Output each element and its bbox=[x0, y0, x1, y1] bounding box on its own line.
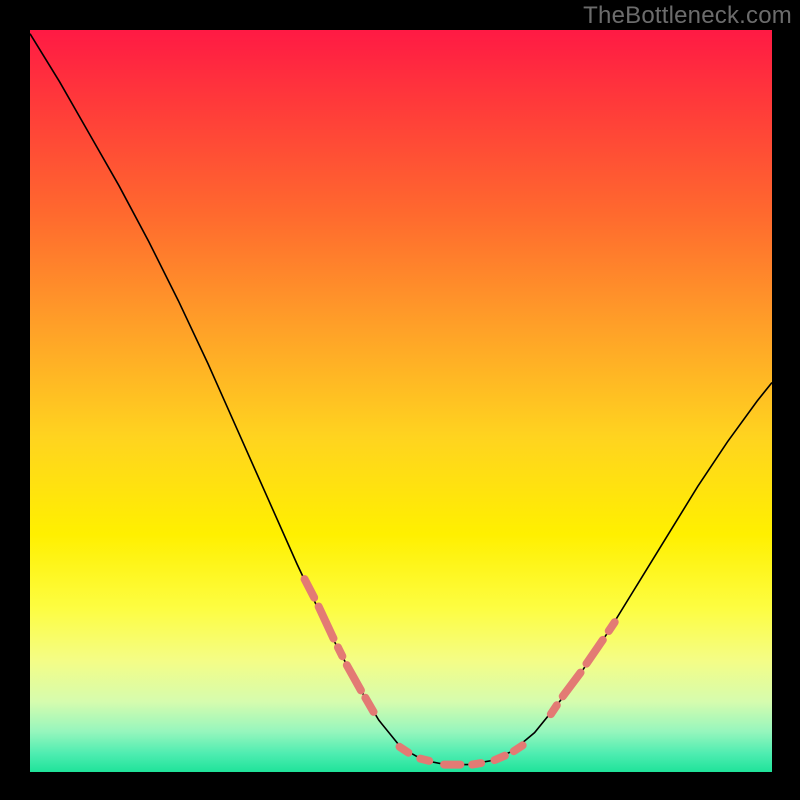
plot-area bbox=[30, 30, 772, 772]
chart-background bbox=[30, 30, 772, 772]
highlight-dash bbox=[551, 705, 557, 714]
watermark-label: TheBottleneck.com bbox=[583, 2, 792, 30]
highlight-dash bbox=[472, 763, 481, 764]
highlight-dash bbox=[420, 759, 429, 761]
chart-svg bbox=[30, 30, 772, 772]
highlight-dash bbox=[400, 747, 409, 753]
highlight-dash bbox=[494, 756, 504, 760]
highlight-dash bbox=[514, 745, 523, 751]
highlight-dash bbox=[609, 622, 615, 631]
highlight-dash bbox=[338, 647, 342, 656]
